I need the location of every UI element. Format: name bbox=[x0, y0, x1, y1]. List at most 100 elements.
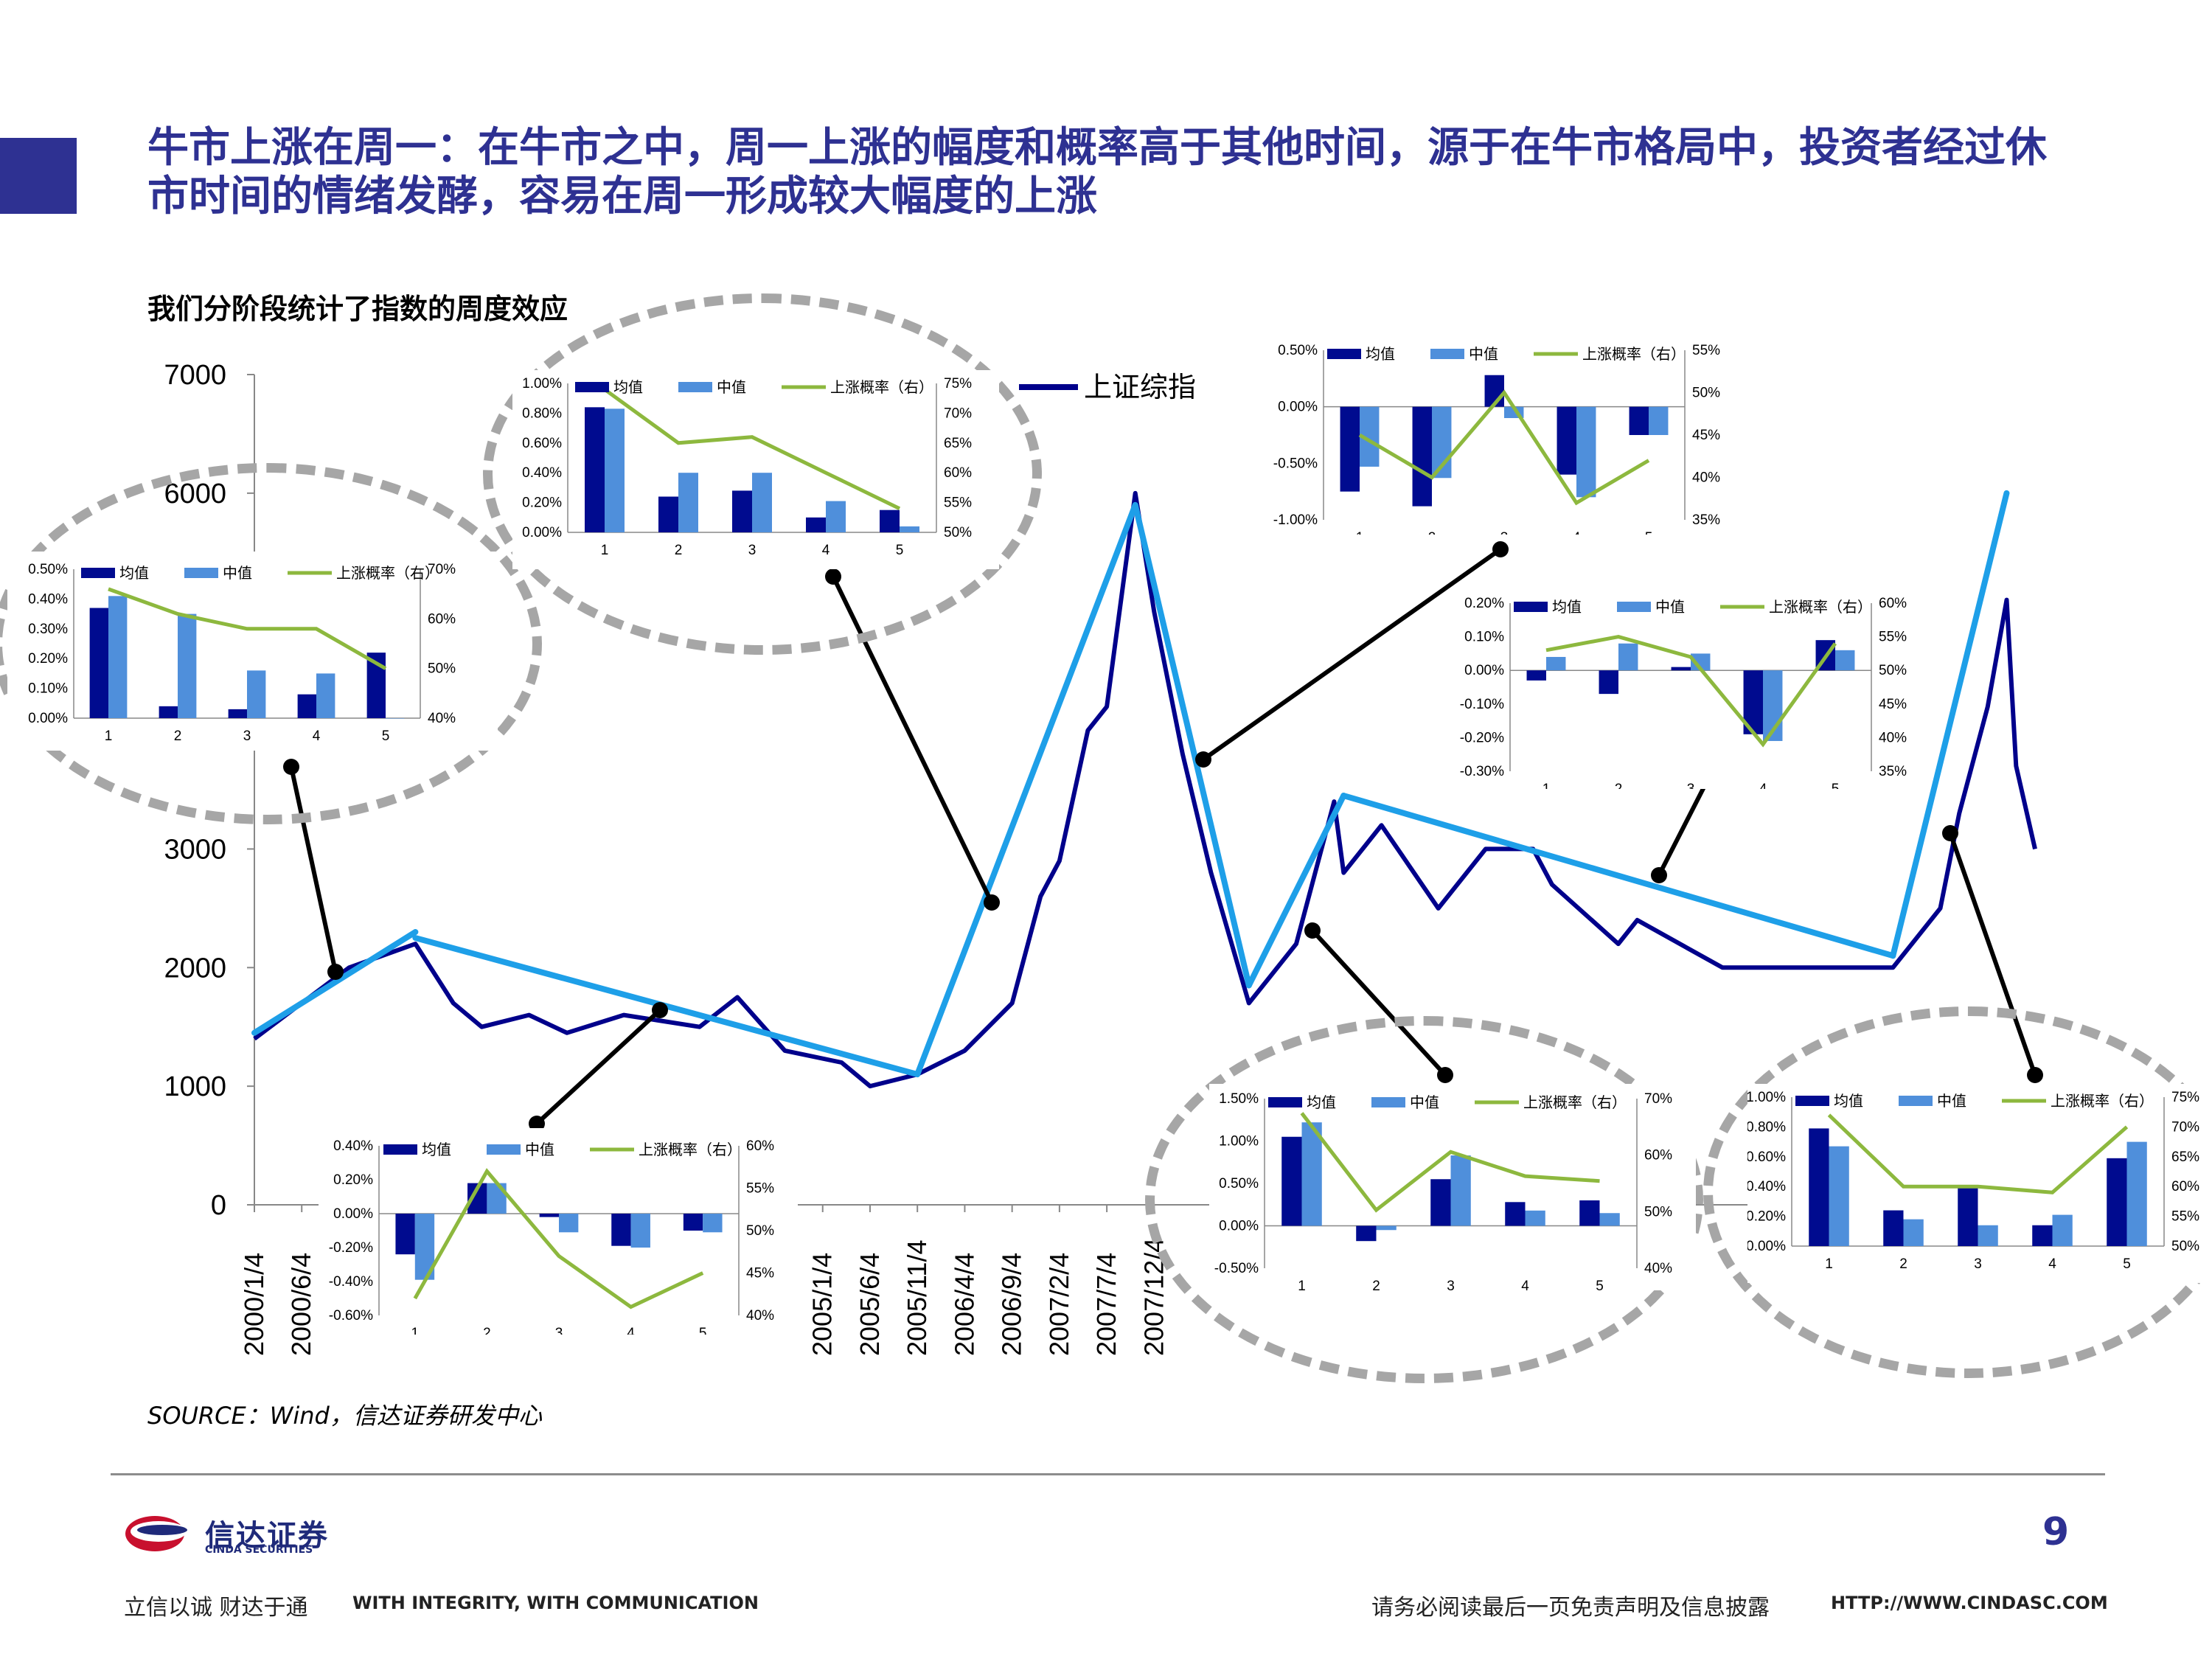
legend-label-mean: 均值 bbox=[119, 565, 149, 582]
inset-x-tick: 4 bbox=[313, 728, 321, 744]
disclaimer: 请务必阅读最后一页免责声明及信息披露 bbox=[1371, 1595, 1770, 1621]
inset-y-tick: 1.00% bbox=[522, 376, 562, 392]
trend-line bbox=[251, 929, 419, 1036]
prob-line bbox=[108, 587, 387, 670]
inset-x-tick: 3 bbox=[555, 1326, 563, 1335]
inset-y-tick: 0.20% bbox=[28, 651, 68, 667]
legend-swatch-median bbox=[1371, 1097, 1405, 1107]
bar-median bbox=[703, 1214, 723, 1233]
legend-swatch-median bbox=[1430, 349, 1464, 359]
inset-chart-period-6: 1.50% 1.00% 0.50% 0.00% -0.50% 70% 60% 50% 40% 1 2… bbox=[1209, 1084, 1696, 1290]
bar-mean bbox=[89, 608, 108, 718]
inset-x-tick: 3 bbox=[1687, 782, 1695, 789]
inset-y-tick: -0.50% bbox=[1214, 1261, 1259, 1276]
legend-swatch-mean bbox=[81, 568, 115, 578]
inset-background bbox=[1451, 590, 1930, 789]
inset-x-tick: 1 bbox=[1298, 1279, 1306, 1290]
y-tick-label: 2000 bbox=[164, 953, 226, 984]
prob-line bbox=[1827, 1113, 2129, 1194]
inset-y2-tick: 45% bbox=[1879, 697, 1907, 712]
inset-y-tick: 0.00% bbox=[1219, 1219, 1259, 1234]
inset-y2-tick: 55% bbox=[1879, 630, 1907, 645]
x-tick-label: 2005/1/4 bbox=[807, 1253, 838, 1356]
inset-y2-tick: 45% bbox=[1692, 428, 1720, 443]
inset-y-tick: 0.50% bbox=[28, 562, 68, 577]
legend-label-prob: 上涨概率（右） bbox=[1582, 346, 1686, 363]
bar-mean bbox=[1281, 1136, 1302, 1226]
trend-line bbox=[1132, 501, 1252, 989]
inset-y-tick: 0.00% bbox=[1278, 400, 1318, 415]
inset-y-tick: -1.00% bbox=[1273, 512, 1318, 528]
inset-y2-tick: 35% bbox=[1692, 512, 1720, 528]
bar-median bbox=[1649, 406, 1669, 435]
inset-y2-tick: 50% bbox=[1879, 663, 1907, 678]
x-tick-label: 2006/4/4 bbox=[949, 1253, 979, 1356]
inset-y-tick: 0.00% bbox=[522, 525, 562, 540]
inset-y-tick: 0.40% bbox=[1747, 1179, 1786, 1194]
inset-x-tick: 2 bbox=[1615, 782, 1623, 789]
inset-y-tick: 0.30% bbox=[28, 622, 68, 637]
y-tick-label: 7000 bbox=[164, 360, 226, 391]
legend-swatch-mean bbox=[1514, 602, 1548, 612]
inset-x-tick: 1 bbox=[1356, 530, 1364, 535]
legend-label-mean: 均值 bbox=[613, 379, 643, 396]
bar-median bbox=[1618, 643, 1638, 671]
bar-median bbox=[752, 473, 772, 532]
bar-median bbox=[1835, 650, 1855, 671]
inset-y2-tick: 70% bbox=[944, 406, 972, 421]
inset-y-tick: 1.00% bbox=[1219, 1134, 1259, 1150]
bar-mean bbox=[395, 1214, 415, 1255]
bar-mean bbox=[1883, 1210, 1904, 1246]
motto-en: WITH INTEGRITY, WITH COMMUNICATION bbox=[352, 1593, 759, 1613]
inset-x-tick: 2 bbox=[1372, 1279, 1380, 1290]
x-tick-label: 2006/9/4 bbox=[997, 1253, 1027, 1356]
bar-median bbox=[826, 501, 846, 532]
inset-y-tick: -0.40% bbox=[329, 1274, 373, 1290]
inset-y-tick: 0.80% bbox=[1747, 1119, 1786, 1135]
inset-y2-tick: 60% bbox=[746, 1138, 774, 1154]
legend-label-median: 中值 bbox=[1469, 346, 1498, 363]
inset-x-tick: 4 bbox=[1573, 530, 1581, 535]
inset-y2-tick: 35% bbox=[1879, 764, 1907, 779]
bar-median bbox=[1978, 1225, 1998, 1246]
inset-y2-tick: 60% bbox=[944, 465, 972, 481]
connector-dot bbox=[1195, 751, 1211, 768]
inset-y-tick: -0.60% bbox=[329, 1308, 373, 1324]
bar-mean bbox=[1340, 406, 1360, 492]
inset-x-tick: 2 bbox=[675, 543, 683, 558]
bar-mean bbox=[2107, 1158, 2127, 1246]
legend-swatch-median bbox=[1899, 1096, 1933, 1106]
inset-x-tick: 4 bbox=[822, 543, 830, 558]
inset-x-tick: 5 bbox=[699, 1326, 707, 1335]
main-series bbox=[253, 490, 2037, 1089]
bar-mean bbox=[228, 709, 247, 718]
bar-median bbox=[1525, 1210, 1545, 1226]
website-link[interactable]: HTTP://WWW.CINDASC.COM bbox=[1831, 1593, 2108, 1613]
inset-y2-tick: 65% bbox=[2171, 1150, 2199, 1165]
inset-y2-tick: 40% bbox=[1879, 730, 1907, 745]
trend-line bbox=[1890, 490, 2010, 959]
bar-median bbox=[559, 1214, 579, 1233]
bar-median bbox=[1576, 406, 1596, 498]
y-tick-label: 3000 bbox=[164, 834, 226, 865]
bar-mean bbox=[1505, 1202, 1526, 1226]
bar-median bbox=[316, 673, 335, 718]
bar-mean bbox=[732, 490, 752, 532]
legend-swatch-median bbox=[184, 568, 218, 578]
inset-y2-tick: 50% bbox=[1692, 386, 1720, 401]
inset-y-tick: -0.10% bbox=[1460, 697, 1504, 712]
x-tick-label: 2000/6/4 bbox=[286, 1253, 316, 1356]
inset-x-tick: 4 bbox=[1521, 1279, 1529, 1290]
bar-mean bbox=[1412, 406, 1432, 507]
inset-y2-tick: 50% bbox=[944, 525, 972, 540]
bar-mean bbox=[806, 517, 826, 532]
legend-label-median: 中值 bbox=[1937, 1093, 1966, 1110]
bar-median bbox=[1450, 1155, 1471, 1226]
legend-label-median: 中值 bbox=[1655, 599, 1685, 616]
inset-y2-tick: 45% bbox=[746, 1266, 774, 1281]
legend-label-prob: 上涨概率（右） bbox=[1769, 599, 1872, 616]
legend-label-median: 中值 bbox=[1410, 1094, 1439, 1111]
inset-x-tick: 1 bbox=[601, 543, 609, 558]
inset-x-tick: 2 bbox=[1428, 530, 1436, 535]
inset-background bbox=[319, 1128, 798, 1335]
